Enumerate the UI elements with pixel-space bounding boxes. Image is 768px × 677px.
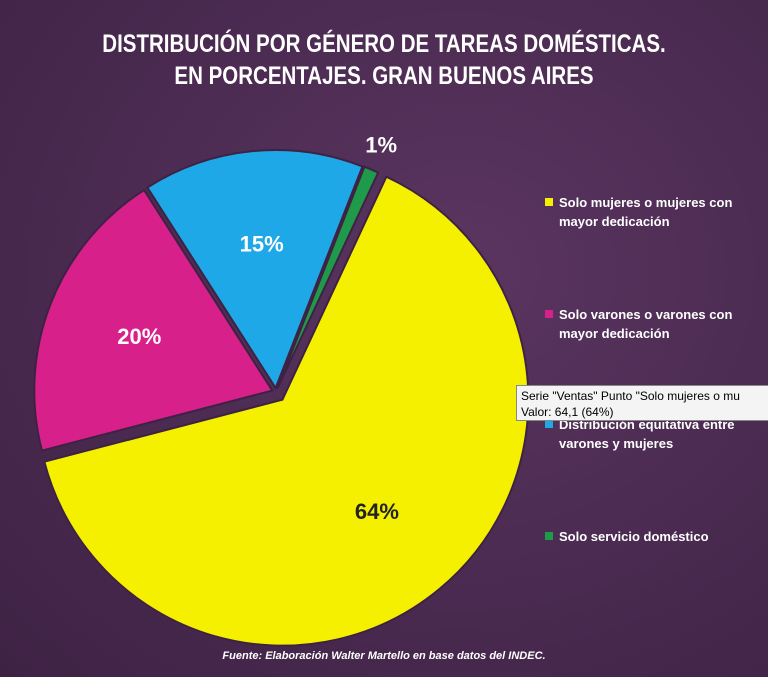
data-label: 20% [117,324,161,349]
legend-label: Solo varones o varones con mayor dedicac… [559,307,733,341]
legend-swatch [545,420,553,428]
legend-label: Solo servicio doméstico [559,529,709,544]
pie-slice [276,165,380,389]
tooltip: Serie "Ventas" Punto "Solo mujeres o mu … [516,385,768,421]
legend-item: Solo mujeres o mujeres con mayor dedicac… [545,193,749,231]
data-label: 1% [365,132,397,157]
legend-swatch [545,310,553,318]
source-note: Fuente: Elaboración Walter Martello en b… [222,650,546,662]
pie-slice [43,175,530,647]
legend-item: Solo varones o varones con mayor dedicac… [545,305,749,343]
legend-swatch [545,198,553,206]
tooltip-line: Valor: 64,1 (64%) [521,405,614,419]
chart-title: DISTRIBUCIÓN POR GÉNERO DE TAREAS DOMÉST… [102,30,666,58]
legend-swatch [545,532,553,540]
tooltip-line: Serie "Ventas" Punto "Solo mujeres o mu [521,389,740,403]
chart-title: EN PORCENTAJES. GRAN BUENOS AIRES [174,62,594,90]
legend-label: Solo mujeres o mujeres con mayor dedicac… [559,195,733,229]
pie-slice [33,188,274,452]
data-label: 15% [240,232,284,257]
pie-slice [146,149,364,391]
data-label: 64% [355,499,399,524]
legend-label: Distribución equitativa entre varones y … [559,417,735,451]
legend-item: Solo servicio doméstico [545,527,749,546]
